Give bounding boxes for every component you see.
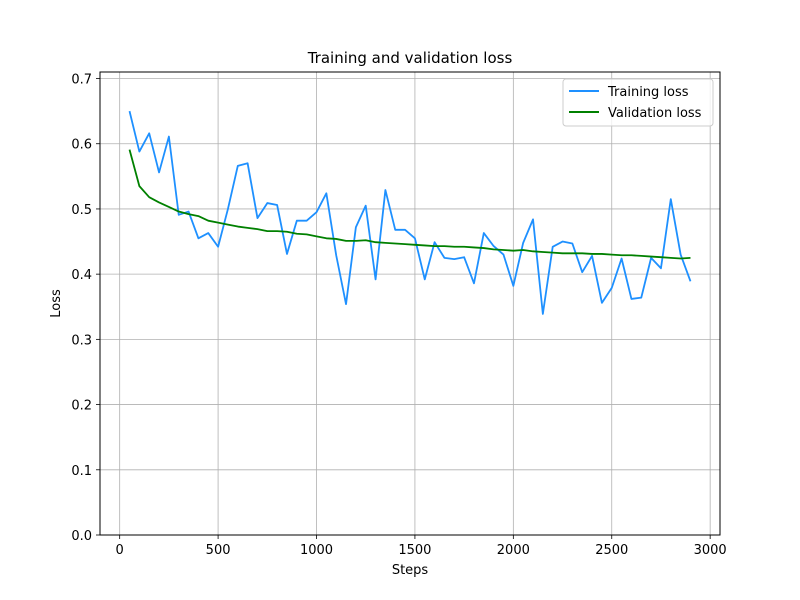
y-axis-label: Loss [49, 289, 64, 318]
x-tick-label: 2500 [595, 543, 628, 558]
legend-box [562, 78, 714, 127]
y-tick-label: 0.2 [71, 399, 92, 414]
x-tick-label: 2000 [497, 543, 530, 558]
y-tick-label: 0.5 [71, 203, 92, 218]
x-tick-label: 0 [116, 543, 124, 558]
x-axis-label: Steps [392, 563, 429, 578]
y-tick-label: 0.0 [71, 529, 92, 544]
y-tick-label: 0.6 [71, 138, 92, 153]
series-line-validation-loss [128, 149, 691, 260]
x-tick-label: 1000 [300, 543, 333, 558]
series-lines [128, 110, 692, 315]
x-tick-label: 3000 [694, 543, 727, 558]
x-tick-label: 500 [206, 543, 231, 558]
plot-frame [99, 71, 721, 536]
x-tick-label: 1500 [398, 543, 431, 558]
axis-ticks: 0 500 1000 1500 2000 2500 3000 0.0 0.1 0.2 0.3 0.4 0… [71, 73, 726, 558]
legend-label-training-loss: Training loss [607, 85, 689, 100]
y-tick-label: 0.1 [71, 464, 92, 479]
chart-title: Training and validation loss [307, 49, 513, 67]
series-line-training-loss [128, 110, 692, 315]
legend: Training loss Validation loss [562, 78, 714, 127]
y-tick-label: 0.7 [71, 73, 92, 88]
y-tick-label: 0.3 [71, 333, 92, 348]
y-tick-label: 0.4 [71, 268, 92, 283]
legend-label-validation-loss: Validation loss [608, 106, 702, 121]
